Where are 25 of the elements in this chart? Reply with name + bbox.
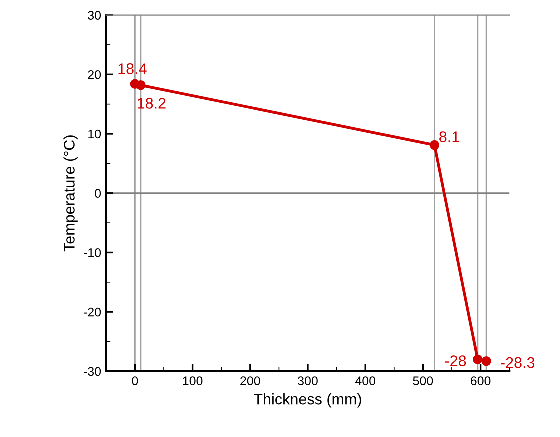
data-label: -28.3 xyxy=(501,357,535,368)
y-tick-label: -30 xyxy=(84,367,102,376)
point xyxy=(136,80,146,90)
y-tick-label: 30 xyxy=(88,11,102,20)
y-axis-title: Temperature (°C) xyxy=(64,136,78,252)
x-tick-label: 400 xyxy=(355,376,376,386)
x-tick-label: 200 xyxy=(240,376,260,386)
data-label: 8.1 xyxy=(440,132,460,142)
y-tick-label: -10 xyxy=(84,248,102,258)
point xyxy=(482,356,492,366)
y-tick-label: 20 xyxy=(88,70,102,80)
x-tick-label: 500 xyxy=(413,376,434,386)
data-label: 18.4 xyxy=(118,64,147,74)
y-tick-label: 0 xyxy=(95,189,102,198)
point xyxy=(473,354,483,364)
x-tick-label: 0 xyxy=(132,376,138,386)
x-tick-label: 300 xyxy=(298,376,318,386)
x-axis-title: Thickness (mm) xyxy=(254,394,362,408)
point xyxy=(430,140,440,150)
y-tick-label: 10 xyxy=(88,130,102,139)
x-tick-label: 600 xyxy=(471,376,491,386)
data-label: 18.2 xyxy=(138,98,166,109)
data-label: -28 xyxy=(445,356,466,366)
y-tick-label: -20 xyxy=(84,308,102,317)
x-tick-label: 100 xyxy=(183,376,203,386)
